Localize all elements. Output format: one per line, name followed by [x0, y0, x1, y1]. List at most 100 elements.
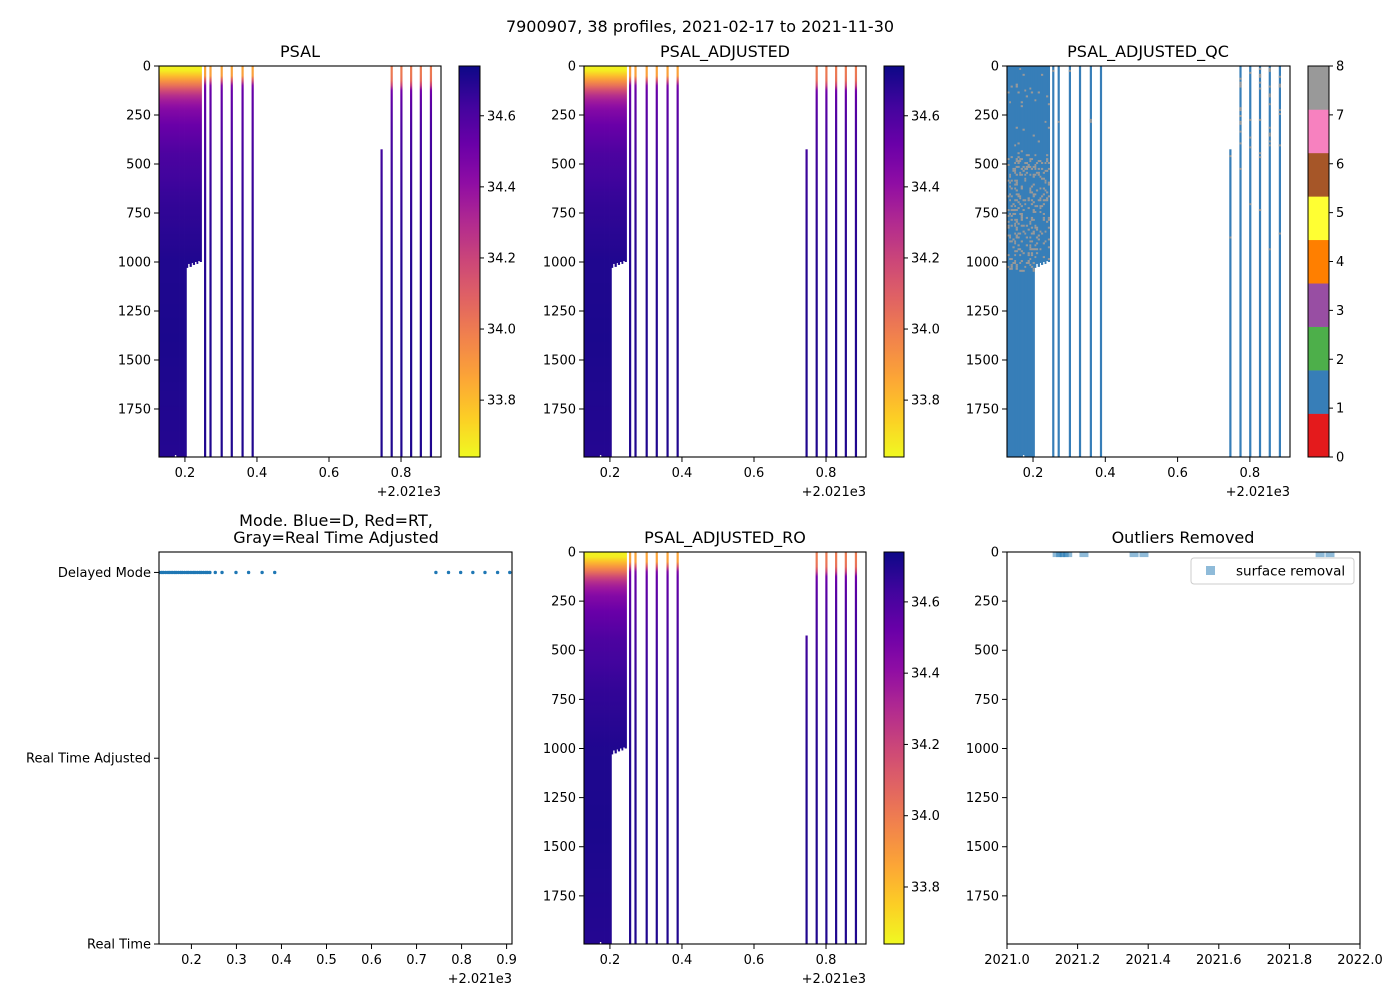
- qc-flag-cell: [1020, 150, 1023, 153]
- qc-flag-cell: [1025, 236, 1028, 239]
- y-tick-label: 1750: [118, 402, 151, 417]
- profile-column: [602, 66, 605, 457]
- qc-flag-cell: [1029, 160, 1032, 163]
- qc-flag-cell: [1047, 226, 1051, 229]
- qc-flag-cell: [1007, 91, 1010, 94]
- qc-flag-cell: [1268, 93, 1271, 96]
- qc-flag-cell: [1042, 177, 1045, 180]
- qc-flag-cell: [1027, 197, 1030, 200]
- qc-flag-cell: [1047, 218, 1051, 221]
- qc-flag-cell: [1034, 224, 1037, 227]
- outlier-point: [1129, 552, 1139, 558]
- qc-flag-cell: [1037, 234, 1040, 237]
- qc-flag-cell: [1017, 222, 1020, 225]
- qc-flag-cell: [1278, 85, 1281, 88]
- x-tick-label: 0.3: [226, 953, 247, 968]
- qc-flag-cell: [1239, 109, 1242, 112]
- qc-flag-cell: [1268, 248, 1271, 251]
- y-tick-label: 1500: [543, 840, 576, 855]
- y-tick-label: 1500: [966, 353, 999, 368]
- profile-column: [835, 66, 838, 457]
- qc-flag-cell: [1014, 205, 1017, 208]
- profile-column: [1068, 66, 1071, 457]
- y-tick-label: Real Time: [87, 938, 151, 953]
- qc-flag-cell: [1015, 228, 1018, 231]
- colorbar-tick-label: 1: [1336, 402, 1344, 417]
- qc-flag-cell: [1046, 220, 1049, 223]
- qc-flag-cell: [1025, 165, 1028, 168]
- y-tick-label: 750: [126, 206, 151, 221]
- profile-column: [161, 66, 163, 457]
- profile-column: [616, 552, 619, 750]
- qc-flag-cell: [1044, 230, 1047, 233]
- profile-column: [825, 552, 828, 944]
- x-tick-label: 0.6: [744, 953, 765, 968]
- qc-flag-cell: [1007, 254, 1010, 257]
- y-tick-label: 1000: [543, 742, 576, 757]
- qc-flag-cell: [1019, 197, 1022, 200]
- profile-column: [621, 66, 624, 264]
- colorbar-tick-label: 34.0: [911, 809, 940, 824]
- qc-flag-cell: [1047, 162, 1051, 164]
- profile-column: [181, 66, 184, 457]
- y-tick-label: 1250: [966, 304, 999, 319]
- y-tick-label: 1500: [118, 353, 151, 368]
- x-tick-label: 0.4: [672, 953, 693, 968]
- qc-flag-cell: [1015, 126, 1018, 129]
- profile-column: [380, 149, 383, 457]
- qc-flag-cell: [1024, 89, 1027, 92]
- qc-flag-cell: [1032, 267, 1035, 270]
- profile-column: [619, 552, 622, 749]
- qc-flag-cell: [1027, 228, 1030, 231]
- profile-column: [164, 66, 167, 457]
- x-tick-label: 0.8: [391, 466, 412, 481]
- qc-flag-cell: [1015, 173, 1018, 176]
- profile-column: [171, 66, 174, 457]
- profile-column: [1239, 66, 1242, 457]
- qc-flag-cell: [1239, 167, 1242, 170]
- qc-flag-cell: [1039, 197, 1042, 200]
- qc-flag-cell: [1009, 258, 1012, 261]
- y-tick-label: 1500: [543, 353, 576, 368]
- qc-flag-cell: [1039, 199, 1042, 202]
- qc-flag-cell: [1010, 214, 1013, 217]
- qc-flag-cell: [1029, 158, 1032, 161]
- profile-column: [177, 66, 180, 457]
- plot-area: [159, 66, 433, 457]
- qc-flag-cell: [1025, 244, 1028, 247]
- y-tick-label: 750: [551, 693, 576, 708]
- qc-flag-cell: [1019, 232, 1022, 235]
- qc-flag-cell: [1025, 95, 1028, 98]
- qc-flag-cell: [1039, 207, 1042, 210]
- qc-flag-cell: [1014, 171, 1017, 174]
- qc-flag-cell: [1047, 126, 1051, 129]
- qc-flag-cell: [1030, 216, 1034, 219]
- qc-flag-cell: [1007, 163, 1010, 166]
- qc-flag-cell: [1044, 169, 1047, 172]
- colorbar-tick-label: 33.8: [911, 394, 940, 409]
- profile-column: [1012, 66, 1015, 457]
- y-tick-label: 1000: [966, 255, 999, 270]
- profile-column: [622, 552, 626, 748]
- colorbar-segment: [1308, 326, 1329, 371]
- qc-flag-cell: [1035, 226, 1039, 229]
- qc-flag-cell: [1035, 228, 1039, 231]
- qc-flag-cell: [1017, 165, 1020, 168]
- profile-column: [612, 66, 616, 264]
- qc-flag-cell: [1278, 83, 1281, 86]
- profile-column: [614, 552, 617, 754]
- qc-flag-cell: [1268, 103, 1271, 106]
- qc-flag-cell: [1268, 140, 1271, 143]
- qc-flag-cell: [1047, 258, 1051, 261]
- qc-flag-cell: [1009, 240, 1012, 243]
- qc-flag-cell: [1015, 220, 1018, 223]
- profile-column: [666, 66, 669, 457]
- profile-column: [611, 66, 614, 268]
- qc-flag-cell: [1024, 203, 1027, 206]
- qc-flag-cell: [1046, 95, 1049, 98]
- colorbar-tick-label: 34.0: [911, 323, 940, 338]
- profile-column: [589, 552, 592, 944]
- qc-flag-cell: [1027, 163, 1030, 166]
- panel-title: PSAL_ADJUSTED: [660, 42, 790, 62]
